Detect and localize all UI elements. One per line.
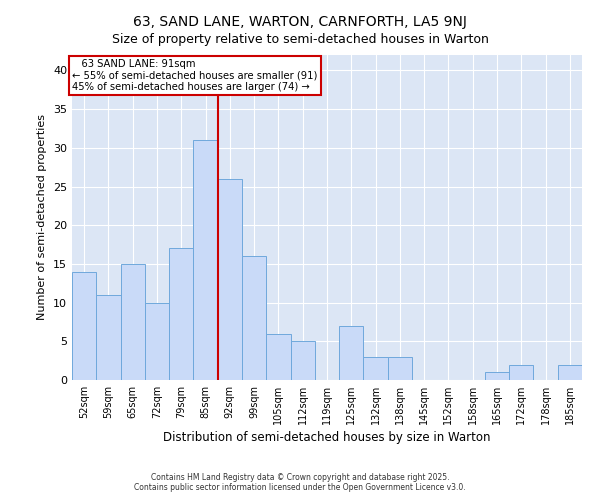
Bar [121, 264, 145, 380]
Bar [558, 364, 582, 380]
Bar [169, 248, 193, 380]
Text: 63 SAND LANE: 91sqm
← 55% of semi-detached houses are smaller (91)
45% of semi-d: 63 SAND LANE: 91sqm ← 55% of semi-detach… [73, 59, 318, 92]
Bar [145, 302, 169, 380]
Text: Contains HM Land Registry data © Crown copyright and database right 2025.
Contai: Contains HM Land Registry data © Crown c… [134, 473, 466, 492]
Bar [290, 342, 315, 380]
Bar [242, 256, 266, 380]
Text: 63, SAND LANE, WARTON, CARNFORTH, LA5 9NJ: 63, SAND LANE, WARTON, CARNFORTH, LA5 9N… [133, 15, 467, 29]
Bar [96, 295, 121, 380]
Bar [193, 140, 218, 380]
Bar [509, 364, 533, 380]
Bar [218, 179, 242, 380]
Bar [266, 334, 290, 380]
Bar [72, 272, 96, 380]
Bar [485, 372, 509, 380]
Bar [339, 326, 364, 380]
Bar [364, 357, 388, 380]
Y-axis label: Number of semi-detached properties: Number of semi-detached properties [37, 114, 47, 320]
Bar [388, 357, 412, 380]
X-axis label: Distribution of semi-detached houses by size in Warton: Distribution of semi-detached houses by … [163, 431, 491, 444]
Text: Size of property relative to semi-detached houses in Warton: Size of property relative to semi-detach… [112, 32, 488, 46]
